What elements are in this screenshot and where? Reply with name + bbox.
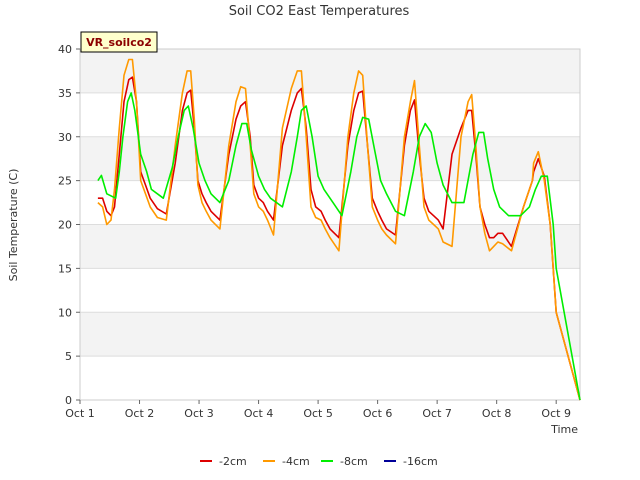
legend: -2cm -4cm -8cm -16cm: [200, 455, 438, 468]
station-tag-box: [80, 31, 158, 53]
x-tick-label: Oct 4: [244, 407, 274, 420]
y-tick-label: 25: [58, 175, 72, 188]
y-tick-label: 35: [58, 87, 72, 100]
legend-label: -16cm: [403, 455, 438, 468]
station-tag: VR_soilco2: [80, 31, 158, 53]
y-tick-label: 0: [65, 394, 72, 407]
legend-label: -4cm: [282, 455, 310, 468]
x-tick-label: Oct 2: [125, 407, 155, 420]
series-line-4cm: [97, 58, 581, 401]
background-band: [80, 268, 580, 313]
background-band: [80, 92, 580, 137]
background-band: [80, 49, 580, 93]
y-tick-label: 20: [58, 219, 72, 232]
chart-title: Soil CO2 East Temperatures: [229, 4, 410, 19]
legend-label: -8cm: [340, 455, 368, 468]
series-layer: [97, 58, 581, 401]
x-tick-label: Oct 3: [184, 407, 214, 420]
y-tick-label: 30: [58, 131, 72, 144]
background-band: [80, 312, 580, 357]
legend-label: -2cm: [219, 455, 247, 468]
y-tick-label: 5: [65, 350, 72, 363]
x-axis-title: Time: [550, 423, 578, 436]
background-band: [80, 136, 580, 181]
x-tick-label: Oct 6: [363, 407, 393, 420]
series-line-8cm: [97, 92, 581, 401]
background-band: [80, 180, 580, 225]
x-tick-label: Oct 5: [303, 407, 333, 420]
x-tick-label: Oct 7: [422, 407, 452, 420]
x-axis-ticks: Oct 1 Oct 2 Oct 3 Oct 4 Oct 5 Oct 6 Oct 7 Oct 8…: [65, 400, 571, 420]
y-axis-title: Soil Temperature (C): [7, 169, 20, 282]
x-tick-label: Oct 8: [482, 407, 512, 420]
x-tick-label: Oct 9: [541, 407, 571, 420]
background-band: [80, 224, 580, 269]
y-axis-ticks: 0 5 10 15 20 25 30 35 40: [58, 43, 80, 407]
plot-background-bands: [80, 49, 580, 400]
y-tick-label: 10: [58, 306, 72, 319]
y-tick-label: 40: [58, 43, 72, 56]
x-tick-label: Oct 1: [65, 407, 95, 420]
station-tag-label: VR_soilco2: [86, 36, 152, 49]
y-tick-label: 15: [58, 262, 72, 275]
background-band: [80, 356, 580, 400]
